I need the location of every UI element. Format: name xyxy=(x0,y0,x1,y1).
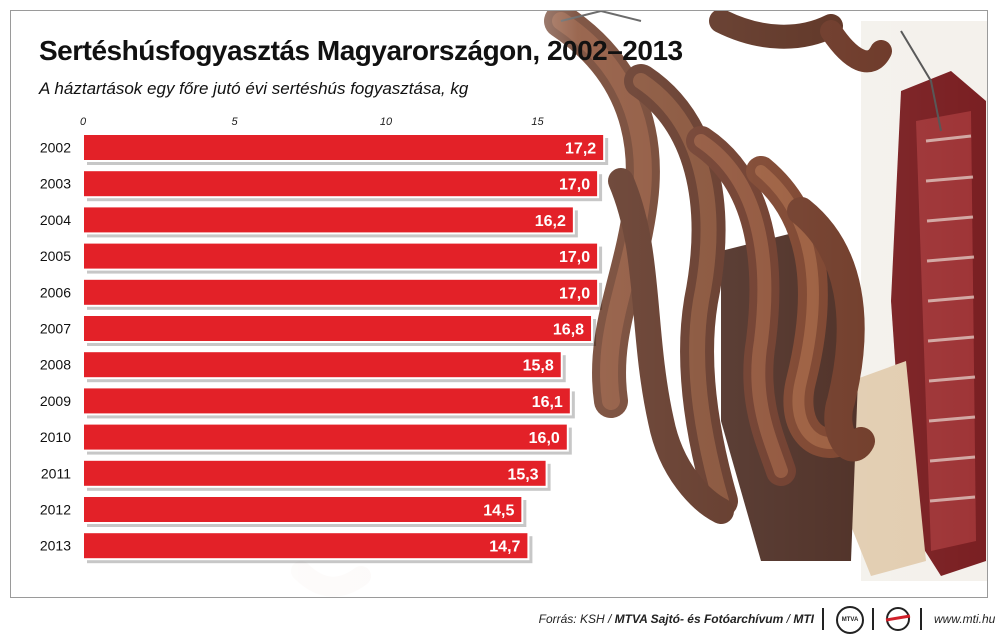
value-label: 17,0 xyxy=(559,177,590,194)
bar-row: 2003 17,0 xyxy=(40,169,603,202)
source-org: MTVA Sajtó- és Fotóarchívum xyxy=(614,612,784,626)
bars: 2002 17,2 2003 17,0 2004 16,2 2005 17,0 2006 17,0… xyxy=(40,133,609,564)
category-label: 2007 xyxy=(40,321,71,337)
bar-row: 2005 17,0 xyxy=(40,241,603,274)
category-label: 2010 xyxy=(40,429,71,445)
bar-row: 2007 16,8 xyxy=(40,314,597,346)
value-label: 17,0 xyxy=(559,285,590,302)
value-label: 15,3 xyxy=(507,466,538,483)
x-tick-label: 5 xyxy=(231,116,238,128)
bar-row: 2010 16,0 xyxy=(40,422,572,455)
footer-divider xyxy=(872,608,874,630)
value-label: 14,7 xyxy=(489,539,520,556)
bar xyxy=(82,495,524,524)
category-label: 2002 xyxy=(40,140,71,156)
value-label: 16,2 xyxy=(535,213,566,230)
bar xyxy=(82,386,572,416)
source-separator: / xyxy=(783,612,794,626)
bar xyxy=(82,531,530,561)
value-label: 17,2 xyxy=(565,141,596,158)
category-label: 2009 xyxy=(40,393,71,409)
bar-row: 2004 16,2 xyxy=(40,205,578,238)
chart-subtitle: A háztartások egy főre jutó évi sertéshú… xyxy=(39,79,469,98)
x-tick-label: 0 xyxy=(80,116,87,128)
category-label: 2003 xyxy=(40,176,71,192)
bar xyxy=(82,169,600,199)
bar xyxy=(82,205,575,235)
category-label: 2006 xyxy=(40,284,71,300)
category-label: 2005 xyxy=(40,248,71,264)
bar xyxy=(82,422,569,452)
value-label: 15,8 xyxy=(523,358,554,375)
source-mti: MTI xyxy=(793,612,814,626)
footer: Forrás: KSH / MTVA Sajtó- és Fotóarchívu… xyxy=(0,598,1000,640)
bar xyxy=(82,277,600,307)
footer-divider xyxy=(920,608,922,630)
mti-logo-icon xyxy=(885,607,911,631)
bar-row: 2009 16,1 xyxy=(40,386,575,419)
category-label: 2004 xyxy=(40,212,71,228)
category-label: 2008 xyxy=(40,357,71,373)
value-label: 16,8 xyxy=(553,322,584,339)
x-tick-label: 10 xyxy=(380,116,393,128)
chart-title: Sertéshúsfogyasztás Magyarországon, 2002… xyxy=(39,35,683,66)
category-label: 2012 xyxy=(40,502,71,518)
bar-row: 2006 17,0 xyxy=(40,277,603,310)
x-axis-ticks: 0 5 10 15 xyxy=(80,116,545,128)
bar xyxy=(82,458,548,488)
value-label: 16,1 xyxy=(532,394,563,411)
mtva-logo: MTVA xyxy=(836,606,864,634)
source-credit: Forrás: KSH / MTVA Sajtó- és Fotóarchívu… xyxy=(539,612,814,626)
bar xyxy=(82,241,600,271)
bar-row: 2012 14,5 xyxy=(40,495,527,527)
source-prefix: Forrás: KSH / xyxy=(538,612,615,626)
category-label: 2011 xyxy=(41,465,71,481)
bar xyxy=(82,350,563,380)
bar xyxy=(82,133,606,162)
bar xyxy=(82,314,594,343)
value-label: 17,0 xyxy=(559,249,590,266)
infographic-frame: 0 5 10 15 2002 17,2 2003 17,0 2004 16,2 2005 17,0 2… xyxy=(10,10,988,598)
website-link[interactable]: www.mti.hu xyxy=(934,612,996,626)
value-label: 14,5 xyxy=(483,503,514,520)
category-label: 2013 xyxy=(40,538,71,554)
bar-row: 2008 15,8 xyxy=(40,350,566,383)
x-tick-label: 15 xyxy=(531,116,544,128)
bar-row: 2002 17,2 xyxy=(40,133,609,165)
bar-row: 2013 14,7 xyxy=(40,531,533,564)
footer-divider xyxy=(822,608,824,630)
value-label: 16,0 xyxy=(529,430,560,447)
bar-row: 2011 15,3 xyxy=(41,458,551,491)
